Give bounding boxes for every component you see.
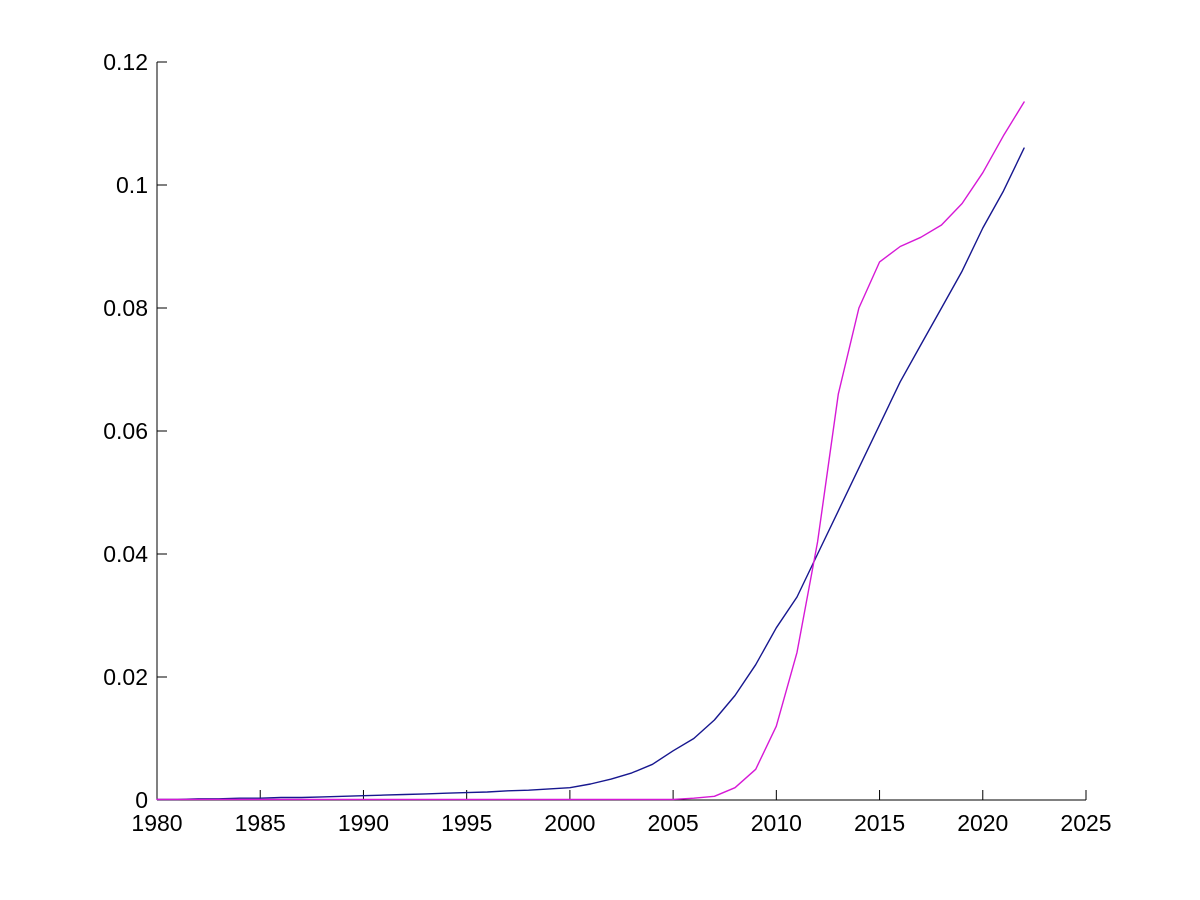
y-tick-label: 0 (135, 787, 148, 813)
x-tick-label: 2010 (751, 810, 802, 836)
x-tick-label: 2005 (648, 810, 699, 836)
x-tick-label: 1985 (235, 810, 286, 836)
x-tick-label: 2015 (854, 810, 905, 836)
y-tick-label: 0.08 (103, 295, 148, 321)
x-tick-label: 1990 (338, 810, 389, 836)
x-tick-label: 2020 (957, 810, 1008, 836)
y-tick-label: 0.02 (103, 664, 148, 690)
x-tick-label: 1995 (441, 810, 492, 836)
x-tick-label: 1980 (131, 810, 182, 836)
y-tick-label: 0.12 (103, 49, 148, 75)
x-tick-label: 2025 (1060, 810, 1111, 836)
y-tick-label: 0.06 (103, 418, 148, 444)
x-tick-label: 2000 (544, 810, 595, 836)
series-magenta-line (156, 101, 1025, 801)
series-dark-blue-line (156, 147, 1025, 801)
y-tick-label: 0.04 (103, 541, 148, 567)
y-tick-label: 0.1 (116, 172, 148, 198)
